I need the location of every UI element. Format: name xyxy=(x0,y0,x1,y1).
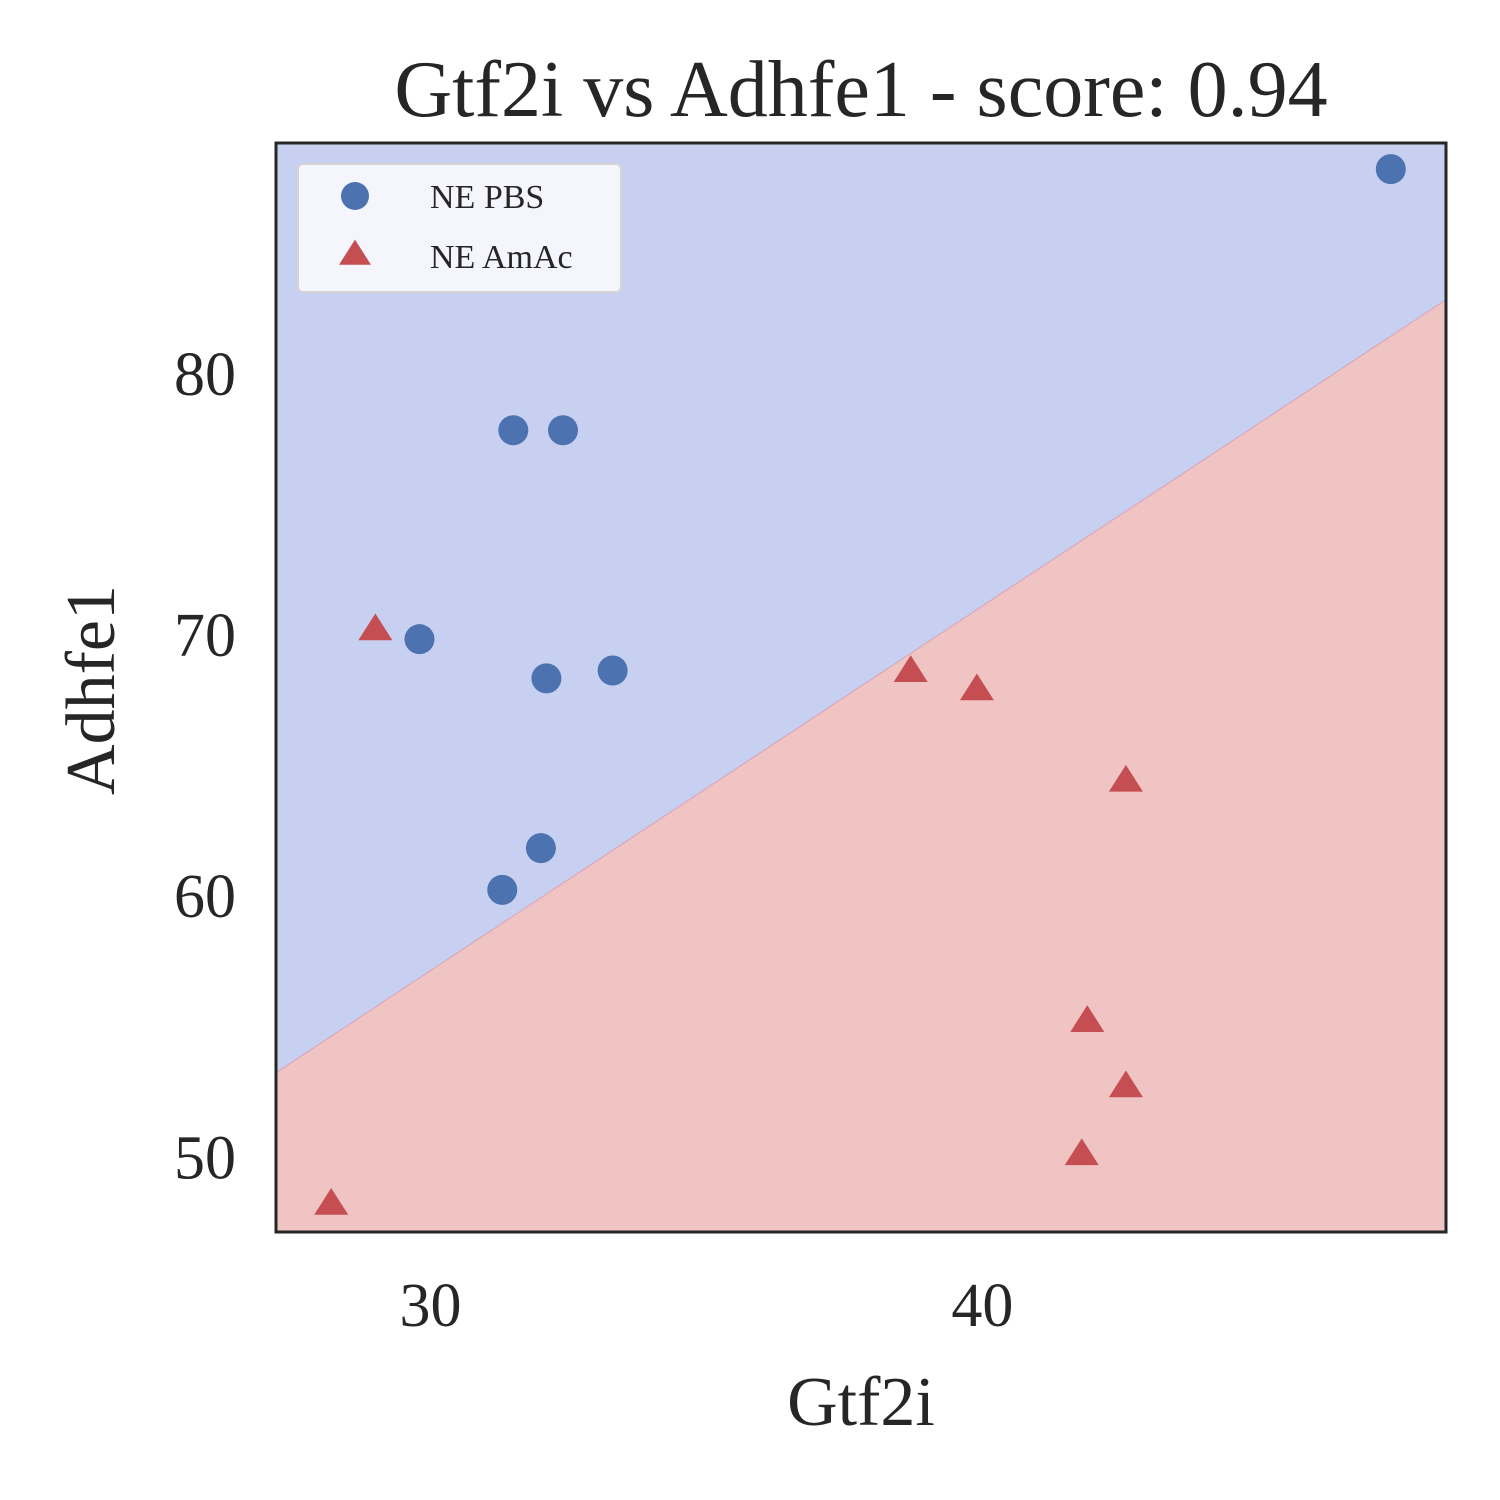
data-point-circle xyxy=(525,833,556,864)
data-point-circle xyxy=(487,874,518,905)
legend-marker-triangle xyxy=(339,239,371,265)
data-point-triangle xyxy=(314,1187,349,1215)
data-point-triangle xyxy=(1108,764,1143,792)
data-point-circle xyxy=(1375,154,1406,185)
y-axis-label: Adhfe1 xyxy=(53,585,130,795)
legend-box xyxy=(297,163,622,293)
x-axis-label: Gtf2i xyxy=(787,1364,935,1441)
plot-frame xyxy=(274,141,1448,1234)
y-tick-label: 60 xyxy=(174,863,236,931)
decision-boundary xyxy=(276,299,1446,1074)
chart-title: Gtf2i vs Adhfe1 - score: 0.94 xyxy=(394,46,1327,134)
x-tick-label: 30 xyxy=(400,1272,462,1340)
legend-label: NE AmAc xyxy=(430,239,573,276)
y-tick-label: 50 xyxy=(174,1124,236,1192)
data-point-circle xyxy=(547,415,578,446)
legend-marker-circle xyxy=(341,182,369,210)
legend-label: NE PBS xyxy=(430,179,544,216)
x-axis-ticks: 30 40 xyxy=(400,1272,1014,1340)
data-point-circle xyxy=(498,415,529,446)
data-point-triangle xyxy=(1064,1138,1099,1166)
decision-regions xyxy=(276,143,1446,1232)
y-axis-ticks: 50 60 70 80 xyxy=(174,341,236,1192)
y-tick-label: 70 xyxy=(174,602,236,670)
x-tick-label: 40 xyxy=(951,1272,1013,1340)
legend: NE PBS NE AmAc xyxy=(297,163,622,293)
data-point-circle xyxy=(404,624,435,655)
data-point-triangle xyxy=(1108,1070,1143,1098)
data-point-triangle xyxy=(959,673,994,701)
data-point-triangle xyxy=(358,613,393,641)
data-point-triangle xyxy=(893,655,928,683)
data-point-circle xyxy=(531,663,562,694)
region-ne-pbs xyxy=(276,143,1446,1073)
y-tick-label: 80 xyxy=(174,341,236,409)
data-points xyxy=(314,154,1406,1215)
region-ne-amac xyxy=(276,299,1446,1232)
data-point-circle xyxy=(597,655,628,686)
data-point-triangle xyxy=(1070,1005,1105,1032)
